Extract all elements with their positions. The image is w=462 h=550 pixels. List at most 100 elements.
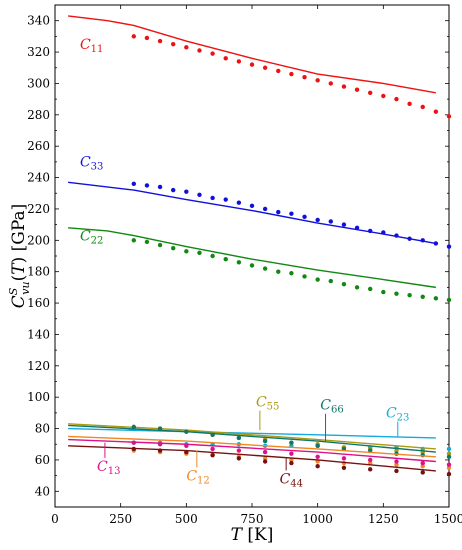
data-point-c11 [315,78,320,83]
data-point-c13 [157,442,163,447]
data-point-c55 [446,451,452,456]
y-tick-label: 340 [27,14,50,28]
series-label-c22: C22 [80,228,103,246]
x-tick-label: 1000 [302,512,333,526]
data-point-c11 [341,84,347,89]
data-point-c33 [433,241,439,246]
data-point-c22 [184,249,189,254]
data-point-c33 [407,236,412,241]
data-point-c13 [131,440,136,445]
label-text-c66: C66 [320,398,343,416]
data-point-c13 [420,460,425,466]
data-point-c12 [262,456,268,461]
data-point-c33 [341,222,347,227]
x-tick-label: 0 [51,512,59,526]
data-point-c22 [157,242,163,248]
series-line-c55 [68,423,436,450]
data-point-c11 [262,65,268,70]
data-point-c11 [249,62,255,67]
x-tick-label: 500 [175,512,198,526]
data-point-c33 [276,209,281,215]
data-point-c13 [210,446,215,452]
y-tick-label: 280 [27,108,50,122]
data-point-c22 [446,297,452,303]
data-point-c22 [407,293,412,298]
data-point-c12 [394,462,399,467]
data-point-c22 [341,282,347,287]
data-point-c44 [341,465,347,470]
data-point-c22 [262,266,268,271]
series-line-c12 [68,435,436,458]
data-point-c33 [289,211,294,216]
data-point-c33 [315,217,320,223]
data-point-c11 [394,96,399,102]
data-point-c22 [131,238,136,243]
y-tick-label: 240 [27,171,50,185]
y-tick-label: 60 [35,453,50,467]
data-point-c66 [184,429,189,434]
data-point-c22 [276,269,281,274]
data-point-c33 [394,233,399,238]
data-point-c44 [262,459,268,464]
data-point-c11 [328,81,333,86]
series-line-c23 [68,427,436,439]
series-c33 [68,181,452,249]
series-label-c11: C11 [80,37,103,55]
data-point-c22 [249,263,255,268]
data-point-c13 [184,443,189,449]
data-point-c11 [131,34,136,39]
plot-frame [54,4,450,508]
y-tick-label: 260 [27,139,50,153]
data-point-c66 [157,426,163,431]
data-point-c22 [381,289,386,295]
label-text-c22: C22 [80,228,103,246]
label-text-c33: C33 [80,155,103,173]
y-tick-label: 320 [27,45,50,59]
data-point-c11 [433,109,439,114]
y-tick-label: 140 [27,327,50,341]
series-label-c44: C44 [280,458,303,489]
series-label-c13: C13 [97,442,120,477]
data-point-c44 [446,471,452,477]
label-text-c13: C13 [97,459,120,477]
data-point-c22 [328,278,333,284]
data-point-c22 [236,260,242,265]
data-point-c44 [184,449,189,455]
data-point-c22 [223,256,228,262]
series-c44 [68,445,452,477]
data-point-c13 [262,449,268,455]
data-point-c33 [197,192,202,198]
data-point-c44 [157,448,163,453]
data-point-c22 [210,253,215,259]
data-point-c22 [144,239,150,245]
y-tick-label: 120 [27,359,50,373]
series-line-c66 [68,424,436,453]
data-point-c44 [236,456,242,461]
data-point-c22 [315,277,320,282]
data-point-c22 [197,250,202,256]
data-point-c66 [368,448,373,453]
series-line-c22 [68,227,436,289]
data-point-c33 [223,197,228,202]
data-point-c33 [354,225,360,230]
x-tick-label: 1500 [434,512,462,526]
series-label-c66: C66 [320,398,344,442]
data-point-c22 [433,296,439,301]
y-tick-label: 180 [27,265,50,279]
data-point-c44 [368,467,373,472]
data-point-c11 [368,90,373,96]
data-point-c11 [446,114,452,119]
data-point-c66 [236,435,242,441]
series-labels: C11 C33 C22 C55 C66 C23 C13 C12 C44 [80,37,409,490]
label-text-c11: C11 [80,37,103,55]
series-label-c23: C23 [386,406,409,437]
data-point-c11 [381,93,386,99]
data-point-c22 [394,291,399,296]
y-tick-label: 160 [27,296,50,310]
data-point-c13 [315,454,320,459]
data-point-c13 [341,456,347,461]
series-c66 [68,424,452,459]
data-point-c33 [210,195,215,201]
